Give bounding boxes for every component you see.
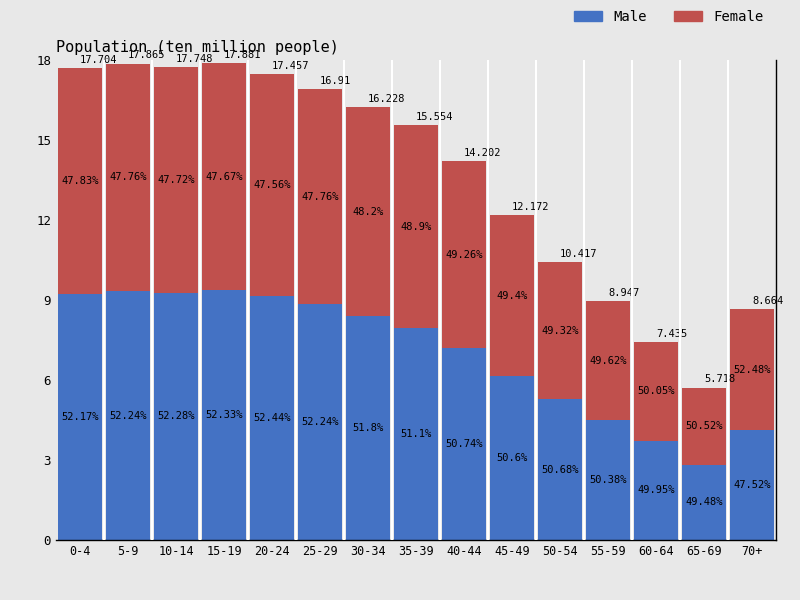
Text: 17.865: 17.865: [128, 50, 166, 61]
Text: 52.24%: 52.24%: [110, 410, 146, 421]
Bar: [298, 304, 342, 540]
Text: 15.554: 15.554: [416, 112, 454, 122]
Text: 47.76%: 47.76%: [302, 192, 338, 202]
Text: Population (ten million people): Population (ten million people): [56, 40, 339, 55]
Bar: [538, 399, 582, 540]
Text: 50.6%: 50.6%: [496, 453, 528, 463]
Bar: [682, 464, 726, 540]
Bar: [106, 291, 150, 540]
Text: 47.56%: 47.56%: [254, 180, 290, 190]
Text: 50.38%: 50.38%: [590, 475, 626, 485]
Text: 47.67%: 47.67%: [206, 172, 242, 182]
Text: 52.28%: 52.28%: [158, 411, 194, 421]
Bar: [634, 441, 678, 540]
Text: 17.704: 17.704: [80, 55, 118, 65]
Text: 8.947: 8.947: [608, 288, 639, 298]
Bar: [298, 89, 342, 304]
Text: 50.68%: 50.68%: [542, 464, 578, 475]
Text: 47.72%: 47.72%: [158, 175, 194, 185]
Bar: [490, 376, 534, 540]
Bar: [58, 294, 102, 540]
Bar: [586, 420, 630, 540]
Bar: [250, 296, 294, 540]
Text: 47.83%: 47.83%: [62, 176, 98, 186]
Text: 51.1%: 51.1%: [400, 429, 432, 439]
Legend: Male, Female: Male, Female: [569, 5, 769, 29]
Bar: [154, 293, 198, 540]
Text: 49.4%: 49.4%: [496, 290, 528, 301]
Bar: [538, 262, 582, 399]
Text: 52.17%: 52.17%: [62, 412, 98, 422]
Bar: [106, 64, 150, 291]
Text: 14.202: 14.202: [464, 148, 502, 158]
Bar: [394, 125, 438, 328]
Bar: [346, 316, 390, 540]
Bar: [202, 63, 246, 290]
Text: 49.48%: 49.48%: [686, 497, 722, 507]
Bar: [442, 161, 486, 348]
Text: 8.664: 8.664: [752, 296, 783, 306]
Text: 10.417: 10.417: [560, 249, 598, 259]
Text: 49.95%: 49.95%: [638, 485, 674, 496]
Bar: [730, 430, 774, 540]
Bar: [490, 215, 534, 376]
Bar: [634, 342, 678, 441]
Text: 52.44%: 52.44%: [254, 413, 290, 423]
Bar: [682, 388, 726, 464]
Text: 16.91: 16.91: [320, 76, 351, 86]
Text: 49.26%: 49.26%: [446, 250, 482, 260]
Text: 50.05%: 50.05%: [638, 386, 674, 397]
Text: 17.748: 17.748: [176, 53, 214, 64]
Bar: [586, 301, 630, 420]
Text: 51.8%: 51.8%: [352, 423, 384, 433]
Text: 47.52%: 47.52%: [734, 480, 770, 490]
Bar: [394, 328, 438, 540]
Text: 12.172: 12.172: [512, 202, 550, 212]
Text: 47.76%: 47.76%: [110, 172, 146, 182]
Bar: [154, 67, 198, 293]
Text: 7.435: 7.435: [656, 329, 687, 338]
Bar: [202, 290, 246, 540]
Text: 17.881: 17.881: [224, 50, 262, 60]
Text: 52.24%: 52.24%: [302, 417, 338, 427]
Text: 5.718: 5.718: [704, 374, 735, 385]
Text: 49.62%: 49.62%: [590, 356, 626, 365]
Text: 48.9%: 48.9%: [400, 221, 432, 232]
Bar: [58, 68, 102, 294]
Text: 16.228: 16.228: [368, 94, 406, 104]
Text: 48.2%: 48.2%: [352, 206, 384, 217]
Bar: [730, 309, 774, 430]
Text: 17.457: 17.457: [272, 61, 310, 71]
Text: 49.32%: 49.32%: [542, 326, 578, 336]
Text: 52.33%: 52.33%: [206, 410, 242, 420]
Bar: [250, 74, 294, 296]
Text: 50.52%: 50.52%: [686, 421, 722, 431]
Text: 52.48%: 52.48%: [734, 365, 770, 374]
Text: 50.74%: 50.74%: [446, 439, 482, 449]
Bar: [346, 107, 390, 316]
Bar: [442, 348, 486, 540]
